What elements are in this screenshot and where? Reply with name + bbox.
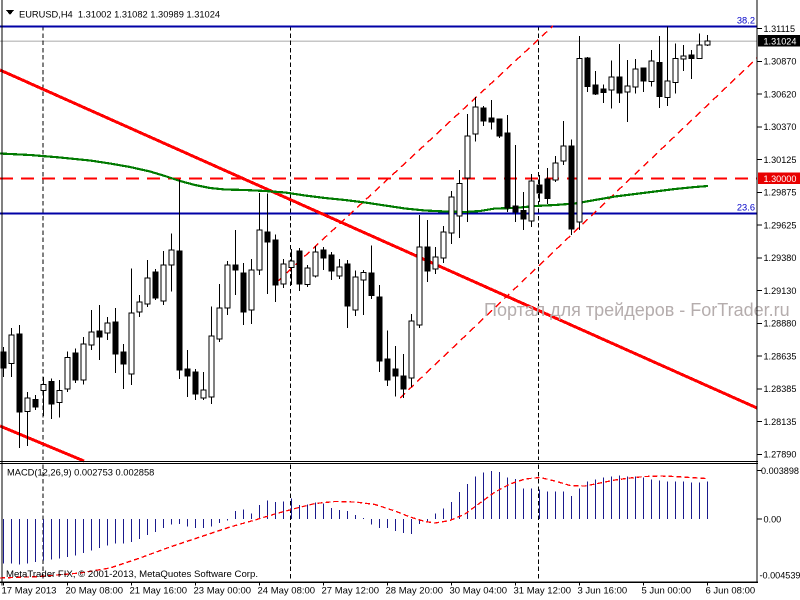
svg-text:1.28385: 1.28385 (764, 384, 797, 394)
svg-text:31 May 12:00: 31 May 12:00 (514, 585, 572, 596)
svg-text:21 May 16:00: 21 May 16:00 (130, 585, 188, 596)
svg-text:1.29130: 1.29130 (764, 286, 797, 296)
svg-text:5 Jun 00:00: 5 Jun 00:00 (642, 585, 692, 596)
svg-text:0.00: 0.00 (764, 514, 782, 524)
svg-text:MetaTrader FIX, © 2001-2013, M: MetaTrader FIX, © 2001-2013, MetaQuotes … (6, 569, 258, 580)
svg-text:EURUSD,H4 1.31002 1.31082 1.3: EURUSD,H4 1.31002 1.31082 1.30989 1.3102… (19, 10, 220, 20)
svg-text:38.2: 38.2 (737, 15, 755, 25)
svg-text:24 May 08:00: 24 May 08:00 (258, 585, 316, 596)
svg-text:1.31115: 1.31115 (764, 24, 796, 34)
svg-text:20 May 08:00: 20 May 08:00 (66, 585, 124, 596)
svg-text:3 Jun 16:00: 3 Jun 16:00 (578, 585, 628, 596)
svg-text:1.28135: 1.28135 (764, 417, 797, 427)
svg-text:1.30620: 1.30620 (764, 89, 797, 99)
svg-text:23 May 00:00: 23 May 00:00 (194, 585, 252, 596)
svg-text:1.29625: 1.29625 (764, 220, 797, 230)
svg-text:1.30125: 1.30125 (764, 155, 797, 165)
svg-text:17 May 2013: 17 May 2013 (2, 585, 57, 596)
svg-text:0.003898: 0.003898 (761, 466, 799, 476)
svg-text:1.30370: 1.30370 (764, 122, 797, 132)
svg-text:Портал для трейдеров - ForTrad: Портал для трейдеров - ForTrader.ru (484, 300, 790, 320)
svg-text:MACD(12,26,9) 0.002753 0.00285: MACD(12,26,9) 0.002753 0.002858 (7, 468, 154, 478)
svg-text:1.29380: 1.29380 (764, 253, 797, 263)
svg-text:1.30000: 1.30000 (764, 174, 797, 184)
svg-text:-0.004539: -0.004539 (760, 571, 800, 581)
svg-text:23.6: 23.6 (737, 202, 755, 212)
svg-text:1.28880: 1.28880 (764, 319, 797, 329)
svg-text:1.29875: 1.29875 (764, 188, 797, 198)
svg-text:6 Jun 08:00: 6 Jun 08:00 (706, 585, 756, 596)
svg-text:1.27890: 1.27890 (764, 450, 797, 460)
svg-text:28 May 20:00: 28 May 20:00 (386, 585, 444, 596)
svg-text:1.28635: 1.28635 (764, 351, 797, 361)
svg-text:1.31024: 1.31024 (764, 36, 797, 46)
svg-text:1.30870: 1.30870 (764, 57, 797, 67)
svg-text:27 May 12:00: 27 May 12:00 (322, 585, 380, 596)
svg-text:30 May 04:00: 30 May 04:00 (450, 585, 508, 596)
